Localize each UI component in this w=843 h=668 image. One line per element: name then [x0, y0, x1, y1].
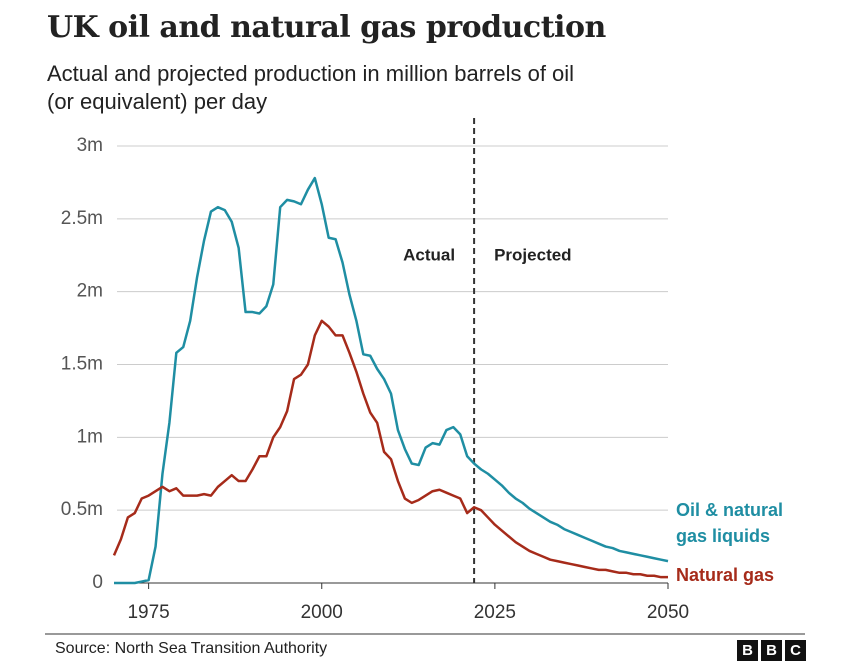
y-tick-label: 0.5m	[61, 499, 103, 520]
y-tick-label: 2.5m	[61, 208, 103, 229]
y-tick-label: 1m	[77, 426, 103, 447]
series-label: Natural gas	[676, 565, 775, 585]
series-line	[112, 319, 668, 579]
series-line	[114, 176, 669, 585]
y-tick-label: 3m	[77, 135, 103, 156]
y-tick-label: 0	[92, 572, 103, 593]
x-tick-label: 2025	[474, 602, 516, 623]
logo-letter: B	[761, 640, 782, 661]
y-tick-label: 2m	[77, 281, 103, 302]
logo-letter: B	[737, 640, 758, 661]
chart-subtitle: Actual and projected production in milli…	[47, 61, 575, 114]
divider-label: Actual	[403, 245, 455, 264]
x-tick-label: 2050	[647, 602, 689, 623]
y-tick-label: 1.5m	[61, 354, 103, 375]
logo-letter: C	[785, 640, 806, 661]
source: Source: North Sea Transition Authority	[55, 640, 328, 657]
logo: B B C	[737, 640, 806, 661]
x-tick-label: 1975	[127, 602, 169, 623]
chart-title: UK oil and natural gas production	[47, 10, 606, 45]
series-label: Oil & natural gas liquids	[676, 500, 784, 546]
x-tick-label: 2000	[301, 602, 343, 623]
divider-label: Projected	[494, 245, 571, 264]
